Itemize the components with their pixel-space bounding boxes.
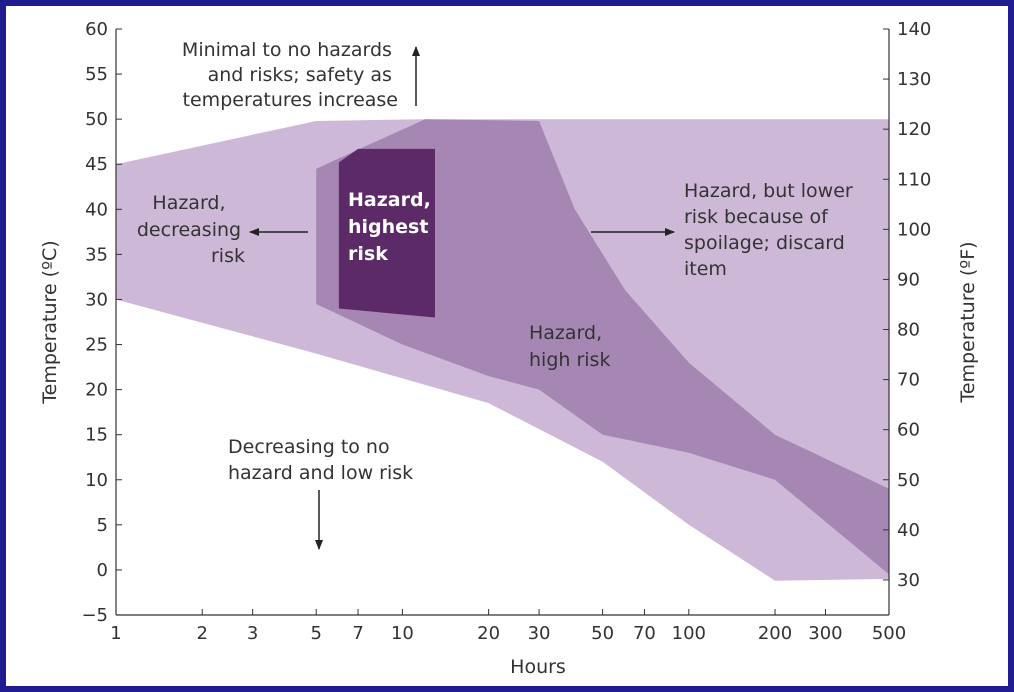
x-tick-label: 5 <box>310 623 321 644</box>
annotation-no-hazard-line: hazard and low risk <box>228 462 413 484</box>
annotation-safety-line: and risks; safety as <box>208 64 392 86</box>
chart-panel: 1 2 3 5 7 10 20 30 50 70 100 200 300 500 −5 0 5 10 15 20 25 3… <box>6 6 1008 686</box>
annotation-lower-risk: Hazard, but lower risk because of spoila… <box>684 180 859 280</box>
x-tick-label: 20 <box>477 623 500 644</box>
x-tick-label: 500 <box>872 623 906 644</box>
y2-axis-title: Temperature (ºF) <box>957 241 979 403</box>
region-high-risk <box>316 119 889 575</box>
x-tick-label: 3 <box>247 623 258 644</box>
x-tick-label: 1 <box>110 623 121 644</box>
annotation-safety-line: Minimal to no hazards <box>182 39 392 61</box>
annotation-lower-risk-line: item <box>684 258 727 280</box>
y2-tick-label: 80 <box>897 320 920 341</box>
x-tick-label: 7 <box>352 623 363 644</box>
annotation-decreasing-risk: Hazard, decreasing risk <box>137 192 247 267</box>
annotation-high-risk: Hazard, high risk <box>529 322 610 371</box>
y-tick-label: 30 <box>85 289 108 310</box>
annotation-no-hazard-line: Decreasing to no <box>228 436 390 458</box>
annotation-lower-risk-line: risk because of <box>684 206 829 228</box>
y-tick-label: 40 <box>85 199 108 220</box>
y2-tick-label: 120 <box>897 119 931 140</box>
y-tick-label: 35 <box>85 244 108 265</box>
y-tick-label: 60 <box>85 19 108 40</box>
y-tick-label: 25 <box>85 335 108 356</box>
x-tick-label: 2 <box>196 623 207 644</box>
y-axis-title: Temperature (ºC) <box>39 240 61 404</box>
y2-tick-label: 50 <box>897 470 920 491</box>
annotation-high-risk-line: high risk <box>529 349 610 371</box>
y2-tick-label: 130 <box>897 69 931 90</box>
y-tick-label: 20 <box>85 380 108 401</box>
annotation-no-hazard: Decreasing to no hazard and low risk <box>228 436 413 484</box>
y2-tick-label: 100 <box>897 219 931 240</box>
y2-tick-label: 40 <box>897 520 920 541</box>
chart-svg: 1 2 3 5 7 10 20 30 50 70 100 200 300 500−505101520253… <box>39 19 979 678</box>
annotation-safety: Minimal to no hazards and risks; safety … <box>182 39 398 111</box>
annotation-lower-risk-line: Hazard, but lower <box>684 180 853 202</box>
x-tick-label: 100 <box>672 623 706 644</box>
x-tick-label: 30 <box>528 623 551 644</box>
x-tick-label: 70 <box>633 623 656 644</box>
y2-tick-label: 60 <box>897 420 920 441</box>
x-tick-label: 10 <box>391 623 414 644</box>
y-tick-label: 55 <box>85 64 108 85</box>
y-tick-label: 45 <box>85 154 108 175</box>
annotation-decreasing-risk-line: Hazard, <box>152 192 225 214</box>
annotation-highest-risk-line: Hazard, <box>348 189 431 211</box>
y-tick-label: 5 <box>97 515 108 536</box>
annotation-highest-risk: Hazard, highest risk <box>348 189 437 265</box>
y-tick-label: −5 <box>81 605 108 626</box>
y-tick-label: 0 <box>97 560 108 581</box>
y-tick-label: 10 <box>85 470 108 491</box>
y2-tick-label: 30 <box>897 570 920 591</box>
x-tick-label: 50 <box>591 623 614 644</box>
annotation-safety-line: temperatures increase <box>183 89 398 111</box>
y2-tick-label: 110 <box>897 169 931 190</box>
annotation-decreasing-risk-line: risk <box>211 245 245 267</box>
annotation-decreasing-risk-line: decreasing <box>137 219 241 241</box>
y-tick-label: 15 <box>85 425 108 446</box>
region-highest-risk <box>338 148 435 318</box>
y2-tick-label: 90 <box>897 269 920 290</box>
annotation-highest-risk-line: highest <box>348 216 428 238</box>
x-axis-title: Hours <box>510 656 566 678</box>
x-tick-label: 200 <box>758 623 792 644</box>
annotation-lower-risk-line: spoilage; discard <box>684 232 845 254</box>
annotation-high-risk-line: Hazard, <box>529 322 602 344</box>
y-tick-label: 50 <box>85 109 108 130</box>
y2-tick-label: 70 <box>897 370 920 391</box>
x-tick-label: 300 <box>808 623 842 644</box>
annotation-highest-risk-line: risk <box>348 243 388 265</box>
y2-tick-label: 140 <box>897 19 931 40</box>
